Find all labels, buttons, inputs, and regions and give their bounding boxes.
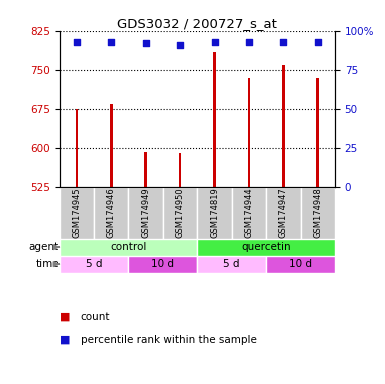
Bar [213, 51, 216, 187]
Text: GSM174950: GSM174950 [176, 188, 185, 238]
Bar [266, 187, 301, 238]
Point [142, 40, 149, 46]
Bar [110, 104, 113, 187]
Point [108, 39, 114, 45]
Bar [232, 187, 266, 238]
Bar [60, 187, 94, 238]
Bar [129, 187, 163, 238]
Bar [144, 152, 147, 187]
Text: count: count [81, 312, 110, 322]
Text: ■: ■ [60, 312, 70, 322]
Bar [197, 238, 335, 256]
Bar [282, 65, 285, 187]
Point [211, 39, 218, 45]
Text: GSM174819: GSM174819 [210, 187, 219, 238]
Text: GSM174947: GSM174947 [279, 187, 288, 238]
Point [315, 39, 321, 45]
Text: GSM174944: GSM174944 [244, 188, 253, 238]
Bar [163, 187, 197, 238]
Point [280, 39, 286, 45]
Bar [266, 256, 335, 273]
Bar [60, 256, 129, 273]
Text: 10 d: 10 d [289, 259, 312, 269]
Text: ■: ■ [60, 335, 70, 345]
Title: GDS3032 / 200727_s_at: GDS3032 / 200727_s_at [117, 17, 277, 30]
Text: control: control [110, 242, 147, 252]
Bar [179, 153, 181, 187]
Text: quercetin: quercetin [241, 242, 291, 252]
Point [177, 42, 183, 48]
Text: 10 d: 10 d [151, 259, 174, 269]
Bar [75, 109, 78, 187]
Point [246, 39, 252, 45]
Text: GSM174948: GSM174948 [313, 187, 322, 238]
Text: time: time [35, 259, 59, 269]
Text: agent: agent [29, 242, 59, 252]
Bar [197, 256, 266, 273]
Text: percentile rank within the sample: percentile rank within the sample [81, 335, 257, 345]
Bar [197, 187, 232, 238]
Bar [129, 256, 197, 273]
Bar [60, 238, 197, 256]
Bar [248, 78, 250, 187]
Text: GSM174945: GSM174945 [72, 188, 81, 238]
Text: GSM174946: GSM174946 [107, 187, 116, 238]
Text: GSM174949: GSM174949 [141, 188, 150, 238]
Text: 5 d: 5 d [223, 259, 240, 269]
Point [74, 39, 80, 45]
Bar [94, 187, 129, 238]
Text: 5 d: 5 d [86, 259, 102, 269]
Bar [316, 78, 319, 187]
Bar [301, 187, 335, 238]
